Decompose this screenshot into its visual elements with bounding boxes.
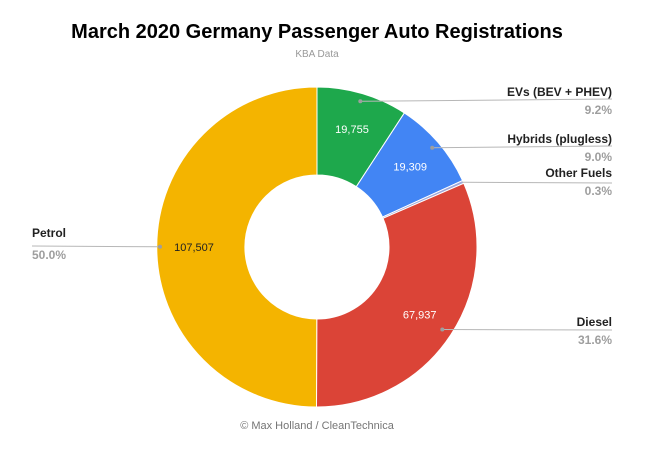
leader-line-hybrids-plugless: [432, 145, 613, 149]
chart-subtitle: KBA Data: [295, 49, 339, 60]
slice-value-petrol: 107,507: [174, 242, 214, 254]
slice-callout-pct: 50.0%: [32, 248, 67, 262]
slice-callout-label: Diesel: [576, 315, 612, 329]
leader-line-diesel: [442, 329, 613, 331]
leader-dot-petrol: [158, 244, 162, 249]
slice-callout-pct: 9.2%: [584, 103, 612, 117]
leader-dot-diesel: [440, 327, 445, 332]
slice-value-diesel: 67,937: [403, 310, 437, 322]
callout-hybrids: Hybrids (plugless) 9.0%: [507, 133, 612, 164]
leader-line-evs-bev-phev: [360, 98, 613, 102]
leader-lines: [31, 98, 613, 332]
callout-evs: EVs (BEV + PHEV) 9.2%: [507, 86, 612, 117]
leader-dot-evs-bev-phev: [358, 99, 363, 104]
pie-slice-diesel[interactable]: [315, 182, 478, 408]
callout-diesel: Diesel 31.6%: [577, 316, 612, 347]
slice-value-labels: 19,755 19,309 67,937 107,507: [174, 124, 436, 322]
callout-petrol: Petrol 50.0%: [32, 227, 66, 262]
callout-other-fuels: Other Fuels 0.3%: [545, 167, 612, 198]
chart-title: March 2020 Germany Passenger Auto Regist…: [71, 21, 563, 43]
leader-line-other-fuels: [462, 181, 613, 184]
slice-callout-label: EVs (BEV + PHEV): [506, 85, 612, 99]
leader-line-petrol: [31, 245, 161, 248]
pie-slices: [156, 86, 478, 408]
slice-callout-pct: 9.0%: [584, 150, 612, 164]
slice-value-hybrids-plugless: 19,309: [393, 162, 427, 174]
attribution: © Max Holland / CleanTechnica: [240, 420, 394, 432]
leader-dot-hybrids-plugless: [430, 145, 435, 150]
pie-slice-petrol[interactable]: [156, 86, 318, 408]
slice-callout-label: Petrol: [32, 226, 67, 240]
slice-callout-pct: 31.6%: [577, 333, 612, 347]
slice-callout-pct: 0.3%: [584, 184, 612, 198]
slice-callout-label: Hybrids (plugless): [507, 132, 612, 146]
slice-value-evs-bev-phev: 19,755: [335, 124, 369, 136]
slice-callout-label: Other Fuels: [545, 166, 612, 180]
